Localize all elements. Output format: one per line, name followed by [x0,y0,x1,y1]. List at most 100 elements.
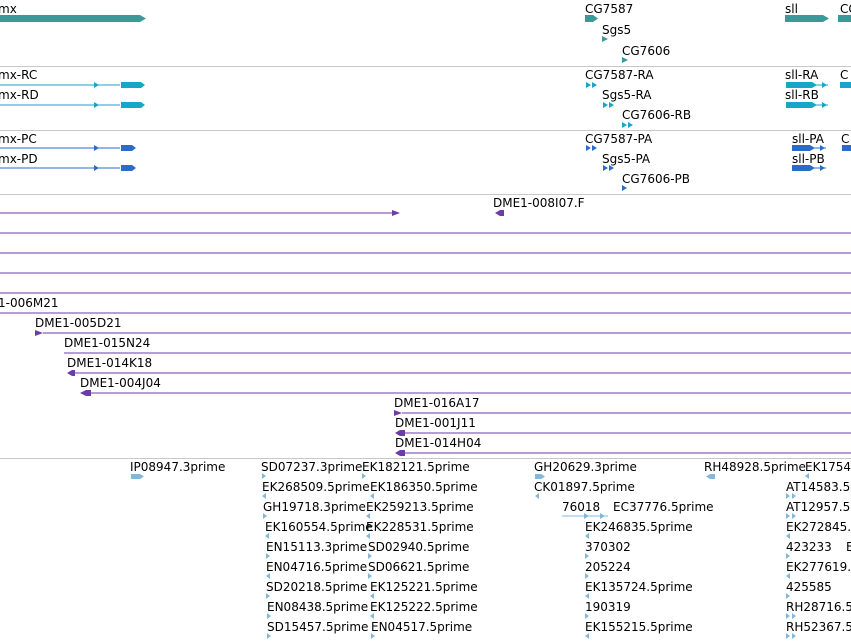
est-label[interactable]: EC37776.5prime [613,500,714,514]
est-en08438[interactable] [267,613,271,619]
transcript-cg-bar[interactable] [840,82,851,88]
clone-label[interactable]: DME1-014H04 [395,436,482,450]
est-205224[interactable] [585,573,589,579]
est-label[interactable]: EN04517.5prime [371,620,473,634]
est-ek135724[interactable] [585,593,589,599]
protein-mx-pd[interactable] [0,165,136,171]
est-label[interactable]: EN08438.5prime [267,600,369,614]
transcript-label[interactable]: CG7606-RB [622,108,692,122]
protein-label[interactable]: sll-PA [792,132,824,146]
est-423233[interactable] [786,553,790,559]
est-label[interactable]: AT14583.5 [786,480,851,494]
est-gh19718[interactable] [263,513,267,519]
transcript-label[interactable]: sll-RA [785,68,819,82]
est-ek246835[interactable] [585,533,589,539]
clone-label[interactable]: DME1-014K18 [67,356,153,370]
est-label[interactable]: SD02940.5prime [368,540,470,554]
protein-label[interactable]: CG7587-PA [585,132,653,146]
est-ek1754[interactable] [805,473,809,479]
est-ek268509[interactable] [262,493,266,499]
est-label[interactable]: EK246835.5prime [585,520,693,534]
est-label[interactable]: EK125222.5prime [370,600,478,614]
est-ek160554[interactable] [265,533,269,539]
protein-sll-pb[interactable] [792,165,826,171]
est-label[interactable]: EN15113.3prime [266,540,368,554]
clone-label[interactable]: DME1-015N24 [64,336,151,350]
est-sd15457[interactable] [267,633,271,639]
protein-mx-pc[interactable] [0,145,136,151]
clone-dme1-001j11[interactable] [395,430,851,436]
est-en04517[interactable] [371,633,375,639]
est-gh20629[interactable] [535,474,545,479]
est-76018[interactable] [562,513,608,519]
gene-mx-bar[interactable] [0,15,140,22]
est-sd02940[interactable] [368,553,372,559]
est-label[interactable]: EN04716.5prime [266,560,368,574]
est-label[interactable]: EK186350.5prime [370,480,478,494]
est-label[interactable]: RH52367.5 [786,620,851,634]
est-label[interactable]: 370302 [585,540,631,554]
clone-label[interactable]: DME1-008I07.F [493,196,585,210]
est-425585[interactable] [786,593,790,599]
est-label[interactable]: E [846,540,851,554]
est-at14583[interactable] [786,493,796,499]
est-ek272845[interactable] [786,533,790,539]
clone-dme1-004j04[interactable] [80,390,851,396]
clone-feature[interactable] [0,210,400,216]
protein-cg7606-pb[interactable] [622,185,627,191]
est-ek186350[interactable] [370,493,374,499]
gene-label[interactable]: Sgs5 [602,23,632,37]
clone-dme1-005d21[interactable] [35,330,851,336]
est-label[interactable]: AT12957.5 [786,500,851,514]
protein-label[interactable]: Sgs5-PA [602,152,651,166]
gene-sll-bar[interactable] [785,15,823,22]
est-sd07237[interactable] [262,473,266,479]
protein-cg7587-pa[interactable] [586,145,597,151]
clone-dme1-014k18[interactable] [67,370,851,376]
est-label[interactable]: EK277619. [786,560,851,574]
est-ek277619[interactable] [786,573,790,579]
protein-sll-pa[interactable] [792,145,826,151]
est-rh48928[interactable] [706,474,715,479]
protein-label[interactable]: C [841,132,850,146]
est-label[interactable]: 76018 [562,500,601,514]
est-label[interactable]: SD15457.5prime [267,620,369,634]
est-ek182121[interactable] [362,473,366,479]
transcript-label[interactable]: mx-RC [0,68,38,82]
est-label[interactable]: EK272845. [786,520,851,534]
protein-sgs5-pa[interactable] [603,165,614,171]
gene-sgs5-arrow[interactable] [602,36,608,42]
transcript-mx-rc[interactable] [0,82,145,88]
gene-cg7606-arrow[interactable] [622,57,628,63]
transcript-label[interactable]: mx-RD [0,88,39,102]
est-label[interactable]: EK135724.5prime [585,580,693,594]
est-ek155215[interactable] [585,633,589,639]
transcript-cg7587-ra[interactable] [586,82,597,88]
protein-cg-bar[interactable] [842,145,851,151]
clone-label[interactable]: DME1-005D21 [35,316,122,330]
clone-dme1-014h04[interactable] [395,450,851,456]
protein-label[interactable]: CG7606-PB [622,172,691,186]
transcript-label[interactable]: Sgs5-RA [602,88,652,102]
clone-label[interactable]: DME1-001J11 [395,416,476,430]
est-label[interactable]: GH20629.3prime [534,460,637,474]
est-ek259213[interactable] [366,513,370,519]
est-sd20218[interactable] [266,593,270,599]
gene-label[interactable]: CG7606 [622,44,671,58]
protein-label[interactable]: mx-PC [0,132,37,146]
protein-label[interactable]: sll-PB [792,152,825,166]
clone-label[interactable]: DME1-016A17 [394,396,480,410]
est-label[interactable]: CK01897.5prime [534,480,635,494]
est-at12957[interactable] [786,513,796,519]
transcript-mx-rd[interactable] [0,102,145,108]
gene-label[interactable]: CG [840,2,851,16]
est-label[interactable]: RH48928.5prime [704,460,806,474]
est-ek125222[interactable] [370,613,374,619]
est-label[interactable]: EK259213.5prime [366,500,474,514]
transcript-label[interactable]: C [840,68,849,82]
est-en15113[interactable] [266,553,270,559]
clone-label[interactable]: DME1-004J04 [80,376,161,390]
est-label[interactable]: GH19718.3prime [263,500,366,514]
est-label[interactable]: RH28716.5 [786,600,851,614]
